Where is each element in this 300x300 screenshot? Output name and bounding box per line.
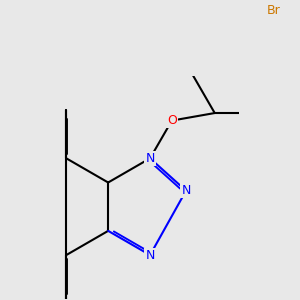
Text: N: N [146, 152, 155, 165]
Text: Br: Br [267, 4, 281, 17]
Text: N: N [146, 249, 155, 262]
Text: O: O [167, 114, 177, 127]
Text: N: N [181, 184, 191, 197]
